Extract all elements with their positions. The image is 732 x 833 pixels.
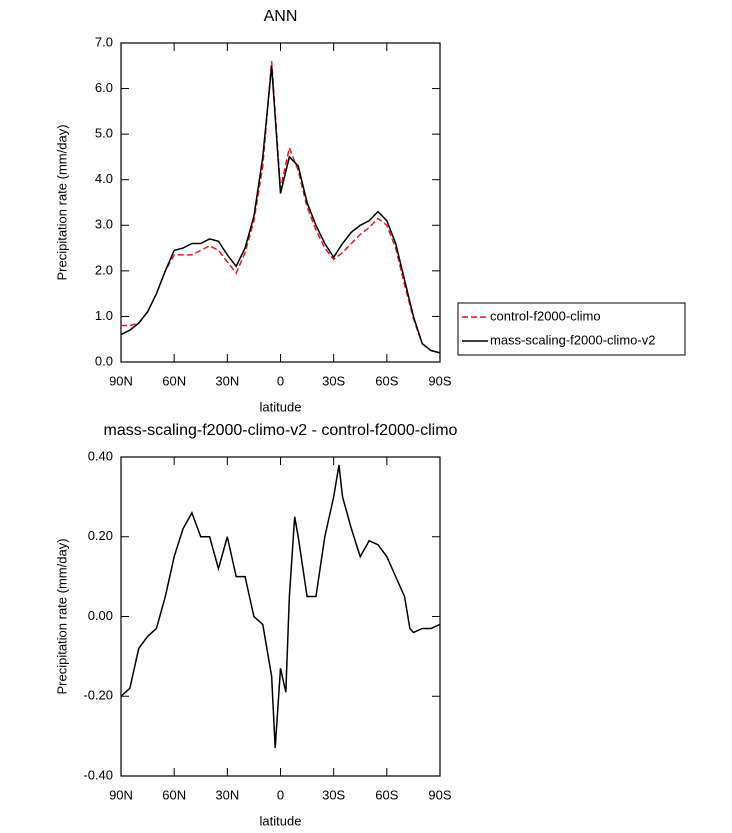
x-tick-label: 60N xyxy=(162,787,186,802)
legend-label: mass-scaling-f2000-climo-v2 xyxy=(490,332,655,347)
plot-frame xyxy=(120,456,441,777)
x-tick-label: 60S xyxy=(375,373,398,388)
x-tick-label: 60N xyxy=(162,373,186,388)
x-tick-label: 90N xyxy=(109,373,133,388)
chart-title: ANN xyxy=(264,8,298,25)
plot-frame xyxy=(120,42,441,363)
y-tick-label: 0.00 xyxy=(88,608,113,623)
x-tick-label: 0 xyxy=(277,373,284,388)
y-tick-label: -0.40 xyxy=(83,767,113,782)
data-line xyxy=(120,65,441,354)
y-tick-label: 1.0 xyxy=(95,308,113,323)
x-tick-label: 90S xyxy=(428,373,451,388)
x-tick-label: 30N xyxy=(215,373,239,388)
y-tick-label: 0.20 xyxy=(88,528,113,543)
x-axis-label: latitude xyxy=(260,399,302,414)
y-axis-label: Precipitation rate (mm/day) xyxy=(54,538,69,694)
x-tick-label: 60S xyxy=(375,787,398,802)
y-tick-label: 7.0 xyxy=(95,34,113,49)
y-tick-label: 0.0 xyxy=(95,353,113,368)
x-tick-label: 90N xyxy=(109,787,133,802)
data-line xyxy=(121,61,441,354)
y-tick-label: 6.0 xyxy=(95,80,113,95)
chart-title: mass-scaling-f2000-climo-v2 - control-f2… xyxy=(104,422,458,439)
y-tick-label: 2.0 xyxy=(95,262,113,277)
x-axis-label: latitude xyxy=(260,813,302,828)
y-tick-label: -0.20 xyxy=(83,688,113,703)
y-tick-label: 4.0 xyxy=(95,171,113,186)
x-tick-label: 30S xyxy=(322,373,345,388)
legend-label: control-f2000-climo xyxy=(490,308,601,323)
y-tick-label: 5.0 xyxy=(95,126,113,141)
x-tick-label: 30S xyxy=(322,787,345,802)
legend-box xyxy=(457,302,686,356)
y-tick-label: 3.0 xyxy=(95,217,113,232)
x-tick-label: 30N xyxy=(215,787,239,802)
x-tick-label: 90S xyxy=(428,787,451,802)
y-tick-label: 0.40 xyxy=(88,448,113,463)
data-line xyxy=(120,464,441,749)
x-tick-label: 0 xyxy=(277,787,284,802)
y-axis-label: Precipitation rate (mm/day) xyxy=(54,124,69,280)
